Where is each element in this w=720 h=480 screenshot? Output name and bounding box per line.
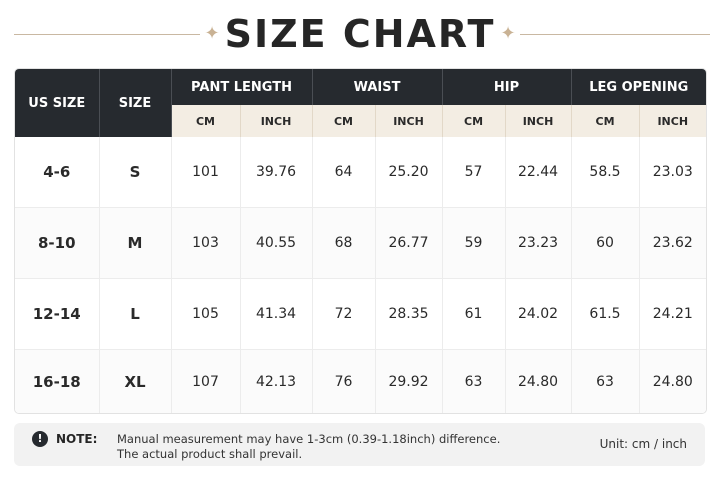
exclamation-icon: !	[32, 431, 48, 447]
value-cell: 29.92	[375, 349, 443, 413]
value-cell: 63	[571, 349, 640, 413]
value-cell: 63	[442, 349, 506, 413]
subheader-inch: INCH	[375, 105, 443, 137]
value-cell: 40.55	[240, 207, 313, 279]
subheader-cm: CM	[171, 105, 241, 137]
subheader-cm: CM	[442, 105, 506, 137]
value-cell: 39.76	[240, 137, 313, 208]
table-row: 8-10 M 103 40.55 68 26.77 59 23.23 60 23…	[15, 207, 706, 279]
note-text-line1: Manual measurement may have 1-3cm (0.39-…	[117, 432, 501, 446]
value-cell: 41.34	[240, 278, 313, 350]
value-cell: 72	[312, 278, 376, 350]
us-size-cell: 16-18	[15, 349, 100, 413]
table-row: 12-14 L 105 41.34 72 28.35 61 24.02 61.5…	[15, 278, 706, 350]
value-cell: 26.77	[375, 207, 443, 279]
note-label: NOTE:	[56, 432, 98, 446]
subheader-cm: CM	[312, 105, 376, 137]
value-cell: 24.80	[639, 349, 706, 413]
value-cell: 107	[171, 349, 241, 413]
value-cell: 103	[171, 207, 241, 279]
subheader-inch: INCH	[240, 105, 313, 137]
value-cell: 68	[312, 207, 376, 279]
size-cell: S	[99, 137, 172, 208]
value-cell: 24.21	[639, 278, 706, 350]
value-cell: 60	[571, 207, 640, 279]
unit-label: Unit: cm / inch	[599, 437, 687, 451]
us-size-cell: 4-6	[15, 137, 100, 208]
note-text-line2: The actual product shall prevail.	[117, 447, 303, 461]
value-cell: 101	[171, 137, 241, 208]
header-size: SIZE	[99, 69, 172, 137]
value-cell: 22.44	[505, 137, 572, 208]
divider-line-left	[14, 34, 200, 35]
header-hip: HIP	[442, 69, 572, 105]
value-cell: 28.35	[375, 278, 443, 350]
value-cell: 24.02	[505, 278, 572, 350]
page-title: SIZE CHART	[224, 12, 496, 56]
size-cell: M	[99, 207, 172, 279]
value-cell: 59	[442, 207, 506, 279]
us-size-cell: 12-14	[15, 278, 100, 350]
subheader-cm: CM	[571, 105, 640, 137]
divider-line-right	[520, 34, 710, 35]
value-cell: 42.13	[240, 349, 313, 413]
header-waist: WAIST	[312, 69, 443, 105]
subheader-inch: INCH	[639, 105, 706, 137]
value-cell: 76	[312, 349, 376, 413]
size-chart-table: US SIZE SIZE PANT LENGTH WAIST HIP LEG O…	[15, 69, 706, 413]
value-cell: 23.23	[505, 207, 572, 279]
table-row: 4-6 S 101 39.76 64 25.20 57 22.44 58.5 2…	[15, 137, 706, 208]
size-chart-table-container: US SIZE SIZE PANT LENGTH WAIST HIP LEG O…	[14, 68, 707, 414]
subheader-inch: INCH	[505, 105, 572, 137]
value-cell: 24.80	[505, 349, 572, 413]
value-cell: 25.20	[375, 137, 443, 208]
value-cell: 57	[442, 137, 506, 208]
size-cell: XL	[99, 349, 172, 413]
header-pant-length: PANT LENGTH	[171, 69, 313, 105]
value-cell: 58.5	[571, 137, 640, 208]
value-cell: 23.03	[639, 137, 706, 208]
sparkle-icon: ✦	[500, 23, 516, 44]
size-cell: L	[99, 278, 172, 350]
value-cell: 64	[312, 137, 376, 208]
value-cell: 23.62	[639, 207, 706, 279]
value-cell: 61	[442, 278, 506, 350]
table-row: 16-18 XL 107 42.13 76 29.92 63 24.80 63 …	[15, 349, 706, 413]
value-cell: 61.5	[571, 278, 640, 350]
note-box: ! NOTE: Manual measurement may have 1-3c…	[14, 423, 705, 466]
header-leg-opening: LEG OPENING	[571, 69, 706, 105]
us-size-cell: 8-10	[15, 207, 100, 279]
header-us-size: US SIZE	[15, 69, 100, 137]
page-header: ✦ SIZE CHART ✦	[0, 0, 720, 68]
sparkle-icon: ✦	[204, 23, 220, 44]
value-cell: 105	[171, 278, 241, 350]
